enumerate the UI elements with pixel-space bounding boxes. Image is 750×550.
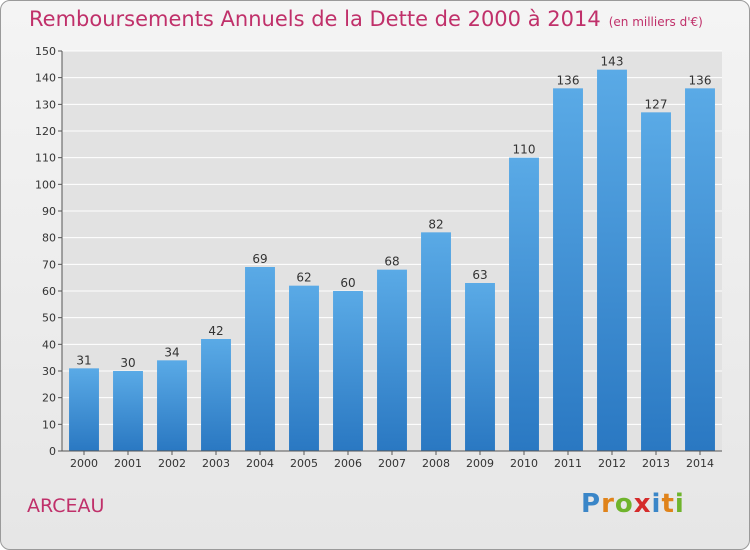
y-tick-label: 40 <box>42 338 56 351</box>
data-label-2006: 60 <box>340 276 355 290</box>
x-tick-label-2006: 2006 <box>334 457 362 470</box>
bar-2001 <box>113 371 143 451</box>
x-tick-label-2012: 2012 <box>598 457 626 470</box>
x-tick-label-2003: 2003 <box>202 457 230 470</box>
data-label-2014: 136 <box>689 73 712 87</box>
x-tick-label-2005: 2005 <box>290 457 318 470</box>
proxiti-logo: Proxiti <box>581 489 685 519</box>
y-axis: 0 10 20 30 40 50 60 70 80 90 100 110 120 130 140 150 <box>35 45 62 458</box>
y-tick-label: 20 <box>42 392 56 405</box>
x-tick-label-2014: 2014 <box>686 457 714 470</box>
bars: 31 30 34 42 69 62 60 68 82 63 110 136 143 127 136 <box>69 55 715 452</box>
bar-2010 <box>509 157 539 451</box>
y-tick-label: 140 <box>35 72 56 85</box>
bar-2014 <box>685 88 715 451</box>
data-label-2007: 68 <box>384 255 399 269</box>
x-tick-label-2011: 2011 <box>554 457 582 470</box>
bar-2007 <box>377 269 407 451</box>
y-tick-label: 30 <box>42 365 56 378</box>
y-tick-label: 90 <box>42 205 56 218</box>
x-tick-label-2002: 2002 <box>158 457 186 470</box>
y-tick-label: 120 <box>35 125 56 138</box>
data-label-2012: 143 <box>601 55 624 69</box>
y-tick-label: 110 <box>35 152 56 165</box>
y-tick-label: 50 <box>42 312 56 325</box>
chart-title: Remboursements Annuels de la Dette de 20… <box>29 7 703 31</box>
bar-2013 <box>641 112 671 451</box>
x-tick-label-2010: 2010 <box>510 457 538 470</box>
bar-2003 <box>201 339 231 451</box>
chart-title-text: Remboursements Annuels de la Dette de 20… <box>29 7 601 31</box>
y-tick-label: 150 <box>35 45 56 58</box>
x-axis: 2000 2001 2002 2003 2004 2005 2006 2007 2008 2009… <box>70 451 714 470</box>
y-tick-label: 60 <box>42 285 56 298</box>
data-label-2004: 69 <box>252 252 267 266</box>
y-tick-label: 70 <box>42 258 56 271</box>
bar-2009 <box>465 283 495 451</box>
bar-2000 <box>69 368 99 451</box>
x-tick-label-2001: 2001 <box>114 457 142 470</box>
bar-2006 <box>333 291 363 451</box>
y-tick-label: 80 <box>42 232 56 245</box>
bar-2011 <box>553 88 583 451</box>
data-label-2002: 34 <box>164 345 179 359</box>
bar-2004 <box>245 267 275 451</box>
data-label-2001: 30 <box>120 356 135 370</box>
data-label-2010: 110 <box>513 143 536 157</box>
data-label-2003: 42 <box>208 324 223 338</box>
data-label-2013: 127 <box>645 97 668 111</box>
bar-2002 <box>157 360 187 451</box>
commune-name: ARCEAU <box>27 495 105 517</box>
x-tick-label-2008: 2008 <box>422 457 450 470</box>
data-label-2009: 63 <box>472 268 487 282</box>
y-tick-label: 10 <box>42 418 56 431</box>
x-tick-label-2009: 2009 <box>466 457 494 470</box>
bar-2012 <box>597 69 627 452</box>
data-label-2011: 136 <box>557 73 580 87</box>
data-label-2005: 62 <box>296 271 311 285</box>
bar-2005 <box>289 285 319 451</box>
y-tick-label: 0 <box>49 445 56 458</box>
x-tick-label-2007: 2007 <box>378 457 406 470</box>
x-tick-label-2004: 2004 <box>246 457 274 470</box>
data-label-2008: 82 <box>428 217 443 231</box>
bar-2008 <box>421 232 451 451</box>
x-tick-label-2013: 2013 <box>642 457 670 470</box>
y-tick-label: 100 <box>35 178 56 191</box>
x-tick-label-2000: 2000 <box>70 457 98 470</box>
chart-unit: (en milliers d'€) <box>608 15 703 29</box>
data-label-2000: 31 <box>76 353 91 367</box>
y-tick-label: 130 <box>35 98 56 111</box>
